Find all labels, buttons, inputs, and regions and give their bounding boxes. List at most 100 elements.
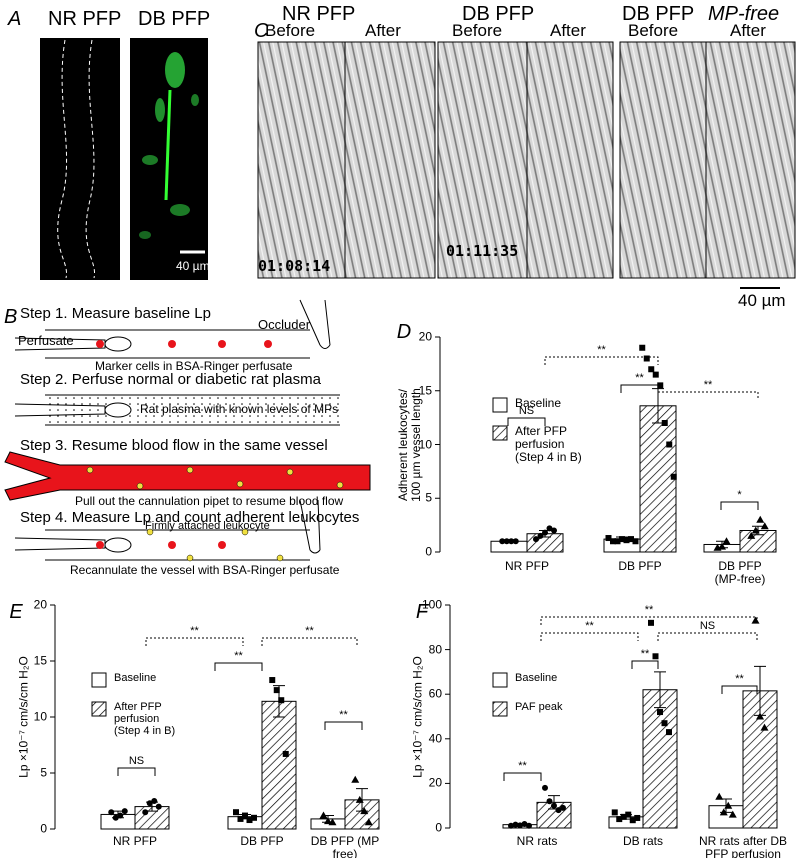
y-tick-label: 10: [418, 436, 432, 451]
significance-label: **: [234, 649, 243, 662]
data-point: [724, 801, 733, 809]
data-point: [619, 536, 625, 543]
data-point: [499, 538, 506, 545]
significance-label: **: [635, 371, 644, 384]
data-point: [661, 720, 668, 727]
data-point: [648, 366, 655, 373]
before-label: Before: [628, 21, 679, 40]
data-point: [643, 355, 650, 362]
data-point: [625, 811, 632, 818]
step-note: Marker cells in BSA-Ringer perfusate: [95, 359, 293, 373]
micrograph-nr: [40, 38, 120, 280]
leukocytes: [146, 528, 284, 562]
significance-label: **: [190, 624, 199, 637]
data-point: [760, 522, 769, 530]
x-tick-label: DB PFP (MP-free): [714, 559, 766, 587]
significance-bracket: [657, 632, 758, 641]
data-point: [661, 420, 668, 426]
data-point: [632, 538, 639, 545]
significance-bracket: [145, 637, 244, 646]
data-point: [328, 818, 337, 826]
image-title: NR PFP: [48, 8, 122, 30]
significance-bracket: [214, 662, 263, 671]
data-point: [242, 812, 248, 819]
step-title: Step 3. Resume blood flow in the same ve…: [20, 437, 328, 454]
data-point: [728, 810, 737, 818]
y-tick-label: 20: [33, 597, 47, 612]
data-point: [121, 808, 128, 815]
x-tick-label: DB PFP: [618, 559, 662, 573]
data-point: [155, 803, 162, 810]
data-point: [623, 537, 630, 544]
timestamp: 01:11:35: [446, 242, 519, 260]
data-point: [521, 820, 528, 827]
data-point: [747, 531, 756, 539]
data-point: [542, 529, 548, 536]
legend-label: After PFP perfusion (Step 4 in B): [114, 701, 176, 738]
panel-label: D: [396, 321, 412, 343]
data-point: [282, 750, 289, 757]
significance-label: **: [585, 619, 594, 632]
y-tick-label: 5: [425, 490, 432, 505]
step-title: Step 1. Measure baseline Lp: [20, 305, 211, 322]
vessel-wall: [85, 39, 96, 279]
significance-bracket: [540, 632, 639, 641]
before-label: Before: [265, 21, 316, 40]
bar: [261, 700, 297, 830]
x-tick-label: DB rats: [622, 834, 663, 848]
data-point: [666, 729, 672, 736]
significance-label: NS: [699, 619, 716, 632]
legend-swatch: [492, 701, 508, 717]
y-tick-label: 0: [425, 544, 432, 559]
data-point: [722, 537, 731, 545]
vessel-wall: [57, 39, 68, 279]
y-axis-label: Lp ×10⁻⁷ cm/s/cm H₂O: [410, 656, 425, 778]
data-point: [670, 473, 677, 480]
data-point: [611, 809, 618, 816]
data-point: [620, 813, 627, 820]
panel-label: A: [8, 8, 22, 30]
data-point: [533, 536, 539, 543]
after-label: After: [550, 21, 586, 40]
significance-label: **: [644, 603, 654, 616]
data-point: [718, 542, 726, 550]
significance-bracket: [657, 391, 759, 400]
legend-swatch: [91, 701, 107, 717]
data-point: [760, 723, 769, 731]
data-point: [629, 817, 636, 824]
charts: [50, 336, 778, 830]
data-point: [657, 709, 663, 716]
significance-label: **: [518, 759, 527, 772]
data-point: [355, 795, 364, 803]
y-axis-label: Lp ×10⁻⁷ cm/s/cm H₂O: [16, 656, 31, 778]
significance-bracket: [631, 660, 659, 669]
step-title: Step 2. Perfuse normal or diabetic rat p…: [20, 371, 321, 388]
data-point: [605, 535, 612, 542]
legend-swatch: [492, 672, 508, 688]
data-point: [555, 807, 562, 814]
significance-bracket: [503, 772, 542, 781]
significance-bracket: [620, 384, 659, 393]
data-point: [146, 800, 153, 807]
data-point: [117, 812, 124, 819]
data-point: [546, 798, 553, 805]
group-title: NR PFP: [282, 3, 356, 25]
data-point: [273, 687, 280, 694]
panel-label: B: [4, 306, 18, 328]
data-point: [560, 804, 566, 811]
data-point: [108, 809, 115, 816]
significance-label: **: [640, 647, 650, 660]
marker-cells: [96, 340, 272, 549]
significance-label: **: [597, 343, 606, 356]
significance-label: **: [339, 708, 348, 721]
data-point: [324, 817, 332, 825]
x-tick-label: NR rats after DB PFP perfusion: [698, 834, 788, 858]
panel-label: F: [415, 601, 429, 623]
data-point: [756, 712, 764, 720]
data-point: [142, 809, 149, 816]
error-bar: [654, 671, 666, 709]
step-note: Perfusate: [18, 333, 74, 348]
y-tick-label: 60: [428, 686, 442, 701]
data-point: [233, 809, 239, 816]
data-point: [512, 821, 519, 828]
